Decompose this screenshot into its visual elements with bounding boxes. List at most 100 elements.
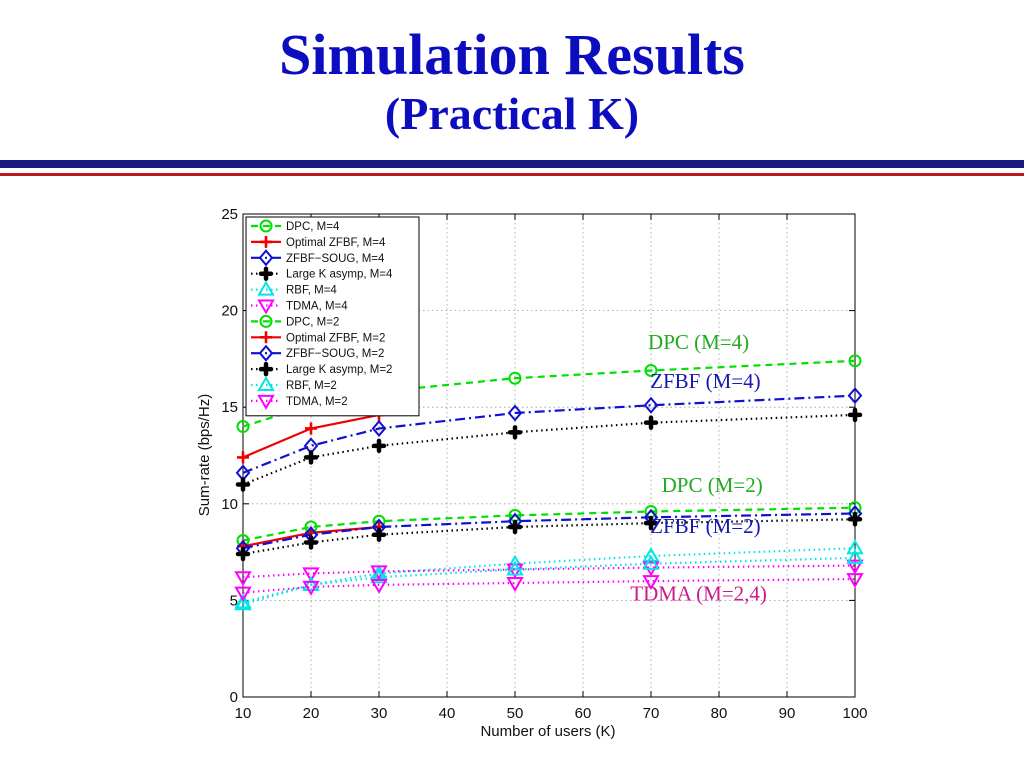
data-point	[371, 527, 387, 542]
data-point	[644, 363, 658, 377]
data-point	[302, 575, 320, 591]
data-point	[305, 422, 317, 435]
annotation-label: ZFBF (M=2)	[650, 514, 760, 538]
data-point	[370, 578, 388, 594]
series-line	[242, 413, 856, 486]
data-point	[848, 354, 862, 368]
x-tick-label: 60	[575, 705, 592, 722]
data-point	[507, 404, 523, 422]
legend-label: ZFBF−SOUG, M=2	[286, 348, 384, 360]
legend: DPC, M=4 Optimal ZFBF, M=4 ZFBF−SOUG, M=4 L…	[245, 216, 420, 417]
y-tick-label: 20	[221, 303, 238, 320]
y-tick-label: 15	[221, 399, 238, 416]
legend-entry: Large K asymp, M=2	[251, 361, 392, 377]
y-tick-label: 25	[221, 206, 238, 223]
data-point	[302, 580, 320, 596]
data-point	[643, 396, 659, 414]
series-10	[234, 548, 864, 609]
data-point	[234, 586, 252, 602]
legend-label: Large K asymp, M=2	[286, 364, 392, 376]
y-axis-label: Sum-rate (bps/Hz)	[196, 394, 213, 517]
y-tick-label: 10	[221, 496, 238, 513]
data-point	[506, 577, 524, 592]
series-9	[235, 512, 863, 562]
legend-swatch-marker	[259, 314, 273, 328]
series-line	[242, 547, 856, 606]
legend-entry: Optimal ZFBF, M=2	[251, 331, 385, 344]
legend-entry: ZFBF−SOUG, M=4	[251, 249, 385, 267]
series-line	[242, 518, 856, 556]
legend-label: Optimal ZFBF, M=2	[286, 332, 385, 344]
title-rule-red	[0, 173, 1024, 176]
data-point	[643, 515, 659, 531]
annotation-label: DPC (M=2)	[662, 473, 763, 497]
legend-label: ZFBF−SOUG, M=4	[286, 253, 385, 265]
legend-entry: TDMA, M=4	[251, 299, 348, 315]
annotation-label: TDMA (M=2,4)	[630, 581, 767, 605]
legend-swatch-marker	[257, 376, 275, 391]
data-point	[235, 477, 251, 492]
data-point	[847, 387, 863, 405]
legend-swatch-marker	[260, 235, 272, 248]
x-tick-label: 40	[439, 705, 456, 722]
legend-label: TDMA, M=2	[286, 396, 348, 408]
data-point	[846, 573, 864, 589]
y-tick-label: 5	[230, 592, 238, 609]
data-point	[371, 419, 387, 437]
legend-label: Optimal ZFBF, M=4	[286, 237, 386, 249]
data-point	[234, 571, 252, 587]
series-line	[242, 359, 856, 428]
x-tick-label: 90	[779, 705, 796, 722]
x-tick-label: 20	[303, 705, 320, 722]
annotations: DPC (M=4) ZFBF (M=4) DPC (M=2) ZFBF (M=2) TD…	[630, 330, 767, 605]
series-line	[242, 394, 856, 474]
x-axis-label: Number of users (K)	[480, 723, 615, 740]
data-point	[370, 568, 388, 584]
data-point	[506, 554, 524, 570]
series-8	[235, 504, 863, 557]
legend-swatch-marker	[258, 344, 274, 362]
x-tick-label: 50	[507, 705, 524, 722]
data-point	[370, 565, 388, 581]
series-group	[234, 354, 864, 611]
legend-swatch-marker	[258, 361, 274, 377]
data-point	[846, 559, 864, 575]
data-point	[302, 567, 320, 583]
y-tick-label: 0	[230, 689, 238, 706]
legend-swatch-marker	[260, 331, 272, 344]
series-line	[242, 512, 856, 550]
series-3	[235, 407, 863, 492]
x-tick-label: 80	[711, 705, 728, 722]
series-line	[242, 506, 856, 542]
legend-entry: Optimal ZFBF, M=4	[251, 235, 386, 249]
series-2	[235, 387, 863, 482]
data-point	[303, 535, 319, 550]
slide-title: Simulation Results	[279, 22, 745, 87]
data-point	[508, 371, 522, 385]
legend-swatch-marker	[257, 280, 275, 296]
legend-label: DPC, M=2	[286, 316, 339, 328]
legend-label: RBF, M=2	[286, 380, 337, 392]
data-point	[846, 539, 864, 555]
annotation-label: ZFBF (M=4)	[650, 369, 760, 393]
legend-label: DPC, M=4	[286, 221, 340, 233]
data-point	[642, 575, 660, 591]
data-point	[371, 438, 387, 454]
legend-swatch-marker	[257, 394, 275, 410]
legend-label: RBF, M=4	[286, 285, 337, 297]
legend-entry: TDMA, M=2	[251, 394, 348, 410]
legend-label: Large K asymp, M=4	[286, 269, 393, 281]
legend-entry: RBF, M=4	[251, 280, 337, 297]
legend-entry: DPC, M=4	[251, 219, 340, 233]
annotation-label: DPC (M=4)	[648, 330, 749, 354]
data-point	[507, 425, 523, 440]
legend-entry: RBF, M=2	[251, 376, 337, 392]
x-tick-label: 30	[371, 705, 388, 722]
legend-box	[245, 216, 420, 417]
data-point	[643, 415, 659, 430]
data-point	[303, 450, 319, 465]
data-point	[506, 560, 524, 576]
legend-entry: DPC, M=2	[251, 314, 339, 328]
x-tick-label: 10	[235, 705, 252, 722]
